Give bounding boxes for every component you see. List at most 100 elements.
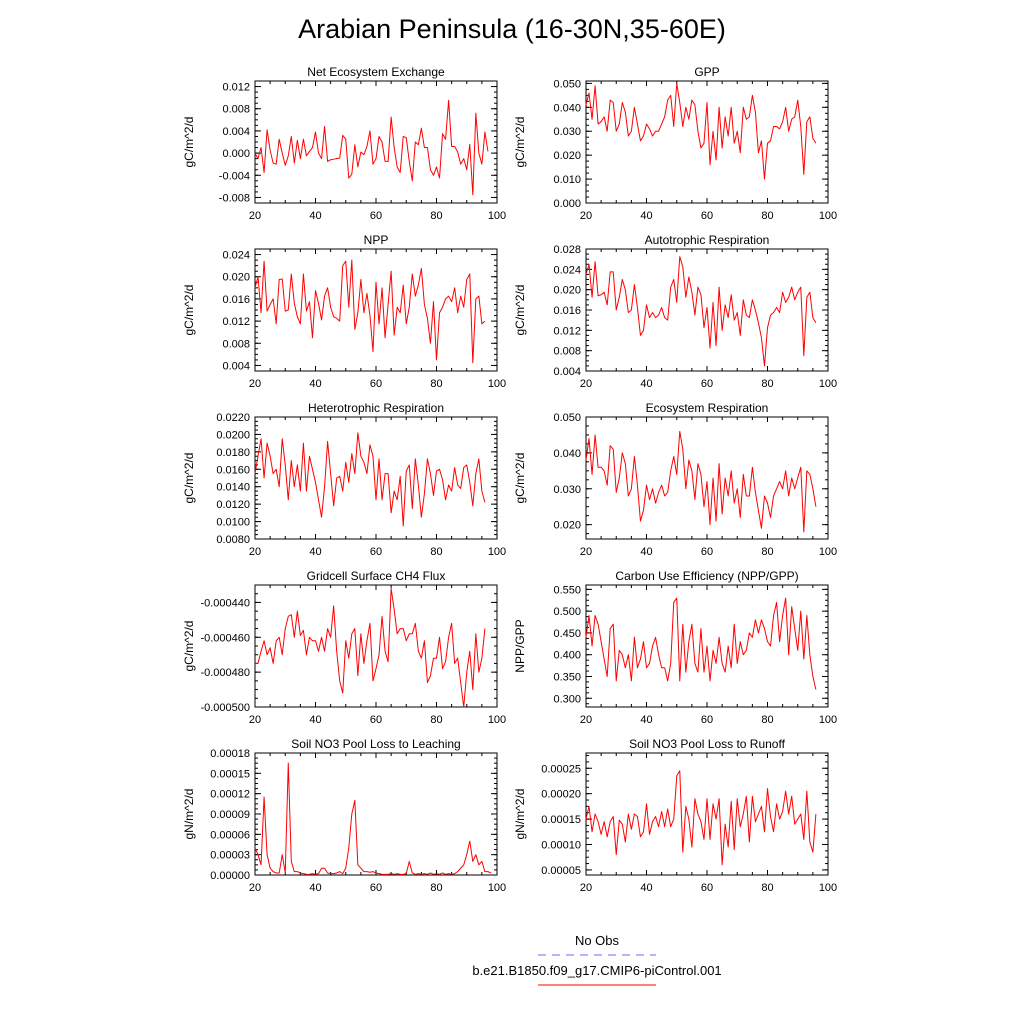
y-axis-label: gC/m^2/d bbox=[513, 285, 527, 336]
y-axis-label: gC/m^2/d bbox=[513, 453, 527, 504]
x-tick-label: 100 bbox=[488, 210, 506, 222]
figure-title: Arabian Peninsula (16-30N,35-60E) bbox=[298, 14, 726, 44]
x-tick-label: 100 bbox=[488, 378, 506, 390]
y-tick-label: 0.012 bbox=[553, 325, 581, 337]
y-axis-label: gC/m^2/d bbox=[182, 621, 196, 672]
y-tick-label: 0.00003 bbox=[210, 850, 250, 862]
series-line bbox=[585, 770, 817, 866]
x-tick-label: 80 bbox=[430, 714, 442, 726]
plot-frame bbox=[254, 584, 498, 708]
plot-frame bbox=[254, 80, 498, 204]
y-tick-label: -0.000480 bbox=[200, 667, 250, 679]
y-tick-label: 0.028 bbox=[553, 244, 581, 256]
x-tick-label: 60 bbox=[701, 714, 713, 726]
x-tick-label: 100 bbox=[819, 378, 837, 390]
y-tick-label: -0.004 bbox=[219, 170, 250, 182]
y-tick-label: 0.020 bbox=[553, 285, 581, 297]
y-tick-label: 0.016 bbox=[553, 305, 581, 317]
panel-1: Net Ecosystem Exchange gC/m^2/d 20 40 60 80 10… bbox=[182, 65, 506, 222]
y-tick-label: 0.0160 bbox=[216, 464, 250, 476]
x-tick-label: 40 bbox=[640, 714, 652, 726]
panel-title: NPP bbox=[364, 233, 389, 247]
x-tick-label: 80 bbox=[761, 546, 773, 558]
y-tick-label: 0.020 bbox=[222, 272, 250, 284]
x-tick-label: 20 bbox=[580, 714, 592, 726]
x-tick-label: 40 bbox=[640, 210, 652, 222]
y-tick-label: 0.020 bbox=[553, 520, 581, 532]
y-tick-label: 0.300 bbox=[553, 693, 581, 705]
x-tick-label: 100 bbox=[488, 882, 506, 894]
y-axis-label: gC/m^2/d bbox=[182, 117, 196, 168]
y-tick-label: 0.0220 bbox=[216, 412, 250, 424]
series-line bbox=[254, 762, 492, 875]
x-tick-label: 60 bbox=[370, 714, 382, 726]
y-tick-label: 0.004 bbox=[553, 366, 581, 378]
panel-title: Soil NO3 Pool Loss to Leaching bbox=[291, 737, 460, 751]
series-line bbox=[585, 82, 817, 180]
series-line bbox=[585, 597, 817, 690]
y-tick-label: 0.500 bbox=[553, 606, 581, 618]
y-tick-label: 0.00012 bbox=[210, 789, 250, 801]
panel-10: Soil NO3 Pool Loss to Runoff gN/m^2/d 20 40… bbox=[513, 737, 837, 894]
y-axis-label: gN/m^2/d bbox=[182, 789, 196, 840]
series-line bbox=[585, 256, 817, 367]
x-tick-label: 40 bbox=[309, 882, 321, 894]
x-tick-label: 80 bbox=[430, 882, 442, 894]
panel-6: Ecosystem Respiration gC/m^2/d 20 40 60 80 100… bbox=[513, 401, 837, 558]
panel-title: Carbon Use Efficiency (NPP/GPP) bbox=[615, 569, 798, 583]
y-tick-label: 0.012 bbox=[222, 82, 250, 94]
y-tick-label: 0.012 bbox=[222, 316, 250, 328]
y-tick-label: 0.000 bbox=[553, 198, 581, 210]
y-tick-label: 0.450 bbox=[553, 628, 581, 640]
x-tick-label: 60 bbox=[701, 210, 713, 222]
y-tick-label: 0.00018 bbox=[210, 748, 250, 760]
panel-5: Heterotrophic Respiration gC/m^2/d 20 40 60 8… bbox=[182, 401, 506, 558]
x-tick-label: 40 bbox=[640, 378, 652, 390]
panel-2: GPP gC/m^2/d 20 40 60 80 100 0.000 0.010 0.020 0.0… bbox=[513, 65, 837, 222]
x-tick-label: 60 bbox=[370, 546, 382, 558]
x-tick-label: 40 bbox=[309, 714, 321, 726]
panel-title: Net Ecosystem Exchange bbox=[307, 65, 445, 79]
y-tick-label: -0.008 bbox=[219, 192, 250, 204]
y-tick-label: 0.00025 bbox=[541, 763, 581, 775]
plot-frame bbox=[254, 416, 498, 540]
y-tick-label: 0.00015 bbox=[541, 814, 581, 826]
y-axis-label: gC/m^2/d bbox=[182, 453, 196, 504]
series-line bbox=[585, 430, 817, 533]
y-axis-label: NPP/GPP bbox=[513, 619, 527, 672]
x-tick-label: 20 bbox=[580, 210, 592, 222]
x-tick-label: 80 bbox=[430, 378, 442, 390]
y-tick-label: -0.000440 bbox=[200, 597, 250, 609]
x-tick-label: 80 bbox=[761, 210, 773, 222]
y-tick-label: 0.0180 bbox=[216, 447, 250, 459]
plot-frame bbox=[585, 80, 829, 204]
panel-8: Carbon Use Efficiency (NPP/GPP) NPP/GPP 20… bbox=[513, 569, 837, 726]
x-tick-label: 100 bbox=[819, 714, 837, 726]
y-tick-label: 0.0100 bbox=[216, 517, 250, 529]
y-tick-label: 0.040 bbox=[553, 102, 581, 114]
plot-frame bbox=[254, 248, 498, 372]
x-tick-label: 40 bbox=[309, 210, 321, 222]
x-tick-label: 40 bbox=[640, 546, 652, 558]
x-tick-label: 20 bbox=[249, 210, 261, 222]
legend: No Obs b.e21.B1850.f09_g17.CMIP6-piContro… bbox=[472, 933, 722, 986]
x-tick-label: 100 bbox=[819, 546, 837, 558]
x-tick-label: 40 bbox=[309, 378, 321, 390]
x-tick-label: 60 bbox=[701, 378, 713, 390]
y-tick-label: 0.00000 bbox=[210, 870, 250, 882]
x-tick-label: 60 bbox=[370, 882, 382, 894]
y-axis-label: gN/m^2/d bbox=[513, 789, 527, 840]
panel-title: Autotrophic Respiration bbox=[645, 233, 770, 247]
panel-3: NPP gC/m^2/d 20 40 60 80 100 0.004 0.008 0.012 0.0… bbox=[182, 233, 506, 390]
y-tick-label: 0.016 bbox=[222, 294, 250, 306]
y-tick-label: -0.000500 bbox=[200, 702, 250, 714]
x-tick-label: 60 bbox=[701, 882, 713, 894]
y-tick-label: 0.008 bbox=[553, 346, 581, 358]
x-tick-label: 80 bbox=[430, 546, 442, 558]
y-tick-label: 0.00005 bbox=[541, 865, 581, 877]
y-tick-label: 0.0140 bbox=[216, 482, 250, 494]
y-tick-label: 0.004 bbox=[222, 360, 250, 372]
x-tick-label: 100 bbox=[819, 882, 837, 894]
